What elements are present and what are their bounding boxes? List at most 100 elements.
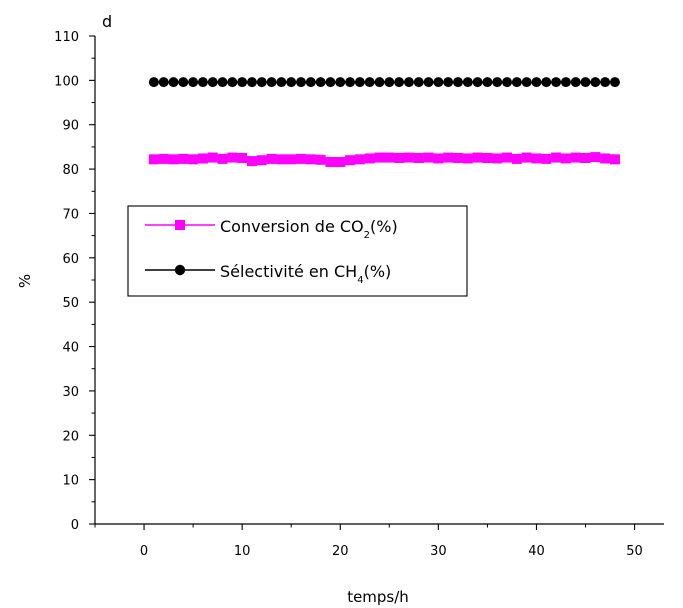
panel-label: d bbox=[102, 12, 112, 31]
data-point bbox=[266, 153, 277, 164]
data-point bbox=[541, 77, 552, 88]
y-axis-title: % bbox=[16, 274, 34, 288]
series-1 bbox=[148, 77, 620, 88]
y-tick-label: 100 bbox=[54, 74, 79, 89]
data-point bbox=[482, 77, 493, 88]
data-point bbox=[286, 77, 297, 88]
data-point bbox=[492, 77, 503, 88]
data-point bbox=[403, 77, 414, 88]
data-point bbox=[580, 153, 591, 163]
data-point bbox=[600, 153, 611, 164]
data-point bbox=[217, 153, 228, 164]
data-point bbox=[227, 152, 238, 163]
data-point bbox=[560, 153, 571, 164]
data-point bbox=[364, 153, 375, 164]
data-point bbox=[502, 152, 513, 163]
data-point bbox=[531, 153, 542, 164]
data-point bbox=[551, 152, 562, 163]
y-tick-label: 50 bbox=[62, 296, 79, 311]
data-point bbox=[227, 77, 238, 88]
x-axis: 0 10 20 30 40 50 bbox=[94, 523, 664, 559]
data-point bbox=[354, 77, 365, 88]
data-point bbox=[394, 153, 405, 163]
data-point bbox=[266, 77, 277, 88]
data-point bbox=[570, 152, 581, 163]
data-point bbox=[325, 156, 336, 167]
data-point bbox=[305, 154, 316, 165]
data-point bbox=[570, 77, 581, 88]
y-axis: 0 10 20 30 40 50 60 70 80 90 100 110 bbox=[54, 30, 96, 533]
data-point bbox=[246, 77, 257, 88]
legend-marker-conversion bbox=[175, 220, 185, 230]
data-point bbox=[394, 77, 405, 88]
legend-label-selectivite-suffix: (%) bbox=[364, 262, 392, 281]
data-point bbox=[364, 77, 375, 88]
data-point bbox=[600, 77, 611, 88]
data-point bbox=[580, 77, 591, 88]
data-point bbox=[443, 77, 454, 88]
y-tick-label: 70 bbox=[62, 207, 79, 222]
legend-label-conversion-sub: 2 bbox=[364, 230, 370, 241]
data-point bbox=[511, 153, 522, 164]
data-point bbox=[217, 77, 228, 88]
y-tick-label: 90 bbox=[62, 119, 79, 134]
data-point bbox=[207, 152, 218, 163]
data-point bbox=[374, 152, 385, 163]
data-point bbox=[188, 154, 199, 165]
legend-marker-selectivite bbox=[174, 264, 186, 276]
data-point bbox=[462, 77, 473, 88]
legend-label-selectivite: Sélectivité en CH4(%) bbox=[220, 262, 391, 286]
data-point bbox=[541, 153, 552, 164]
data-point bbox=[433, 153, 444, 164]
x-tick-label: 40 bbox=[528, 544, 545, 559]
data-point bbox=[168, 154, 179, 165]
data-point bbox=[148, 77, 159, 88]
data-point bbox=[521, 77, 532, 88]
data-point bbox=[492, 153, 503, 164]
data-point bbox=[296, 153, 307, 164]
data-point bbox=[325, 77, 336, 88]
data-point bbox=[384, 77, 395, 88]
y-tick-label: 20 bbox=[62, 429, 79, 444]
x-tick-label: 50 bbox=[626, 544, 643, 559]
data-point bbox=[590, 77, 601, 88]
y-tick-label: 30 bbox=[62, 385, 79, 400]
data-point bbox=[237, 77, 248, 88]
data-point bbox=[354, 154, 365, 165]
data-point bbox=[511, 77, 522, 88]
data-point bbox=[452, 153, 463, 163]
data-point bbox=[315, 77, 326, 88]
data-point bbox=[472, 152, 483, 163]
data-point bbox=[296, 77, 307, 88]
data-point bbox=[403, 152, 414, 163]
data-point bbox=[423, 77, 434, 88]
y-tick-label: 40 bbox=[62, 341, 79, 356]
x-axis-title: temps/h bbox=[347, 588, 409, 606]
data-point bbox=[502, 77, 513, 88]
data-point bbox=[256, 77, 267, 88]
data-point bbox=[335, 156, 346, 167]
data-point bbox=[178, 153, 189, 164]
data-point bbox=[246, 156, 257, 167]
data-point bbox=[462, 153, 473, 164]
data-point bbox=[452, 77, 463, 88]
data-point bbox=[188, 77, 199, 88]
data-point bbox=[237, 153, 248, 163]
data-point bbox=[335, 77, 346, 88]
data-point bbox=[531, 77, 542, 88]
legend-label-selectivite-sub: 4 bbox=[357, 275, 363, 286]
plot-marks bbox=[148, 77, 620, 167]
data-point bbox=[413, 153, 424, 163]
data-point bbox=[168, 77, 179, 88]
data-point bbox=[443, 152, 454, 163]
data-point bbox=[384, 152, 395, 163]
data-point bbox=[345, 77, 356, 88]
data-point bbox=[207, 77, 218, 88]
data-point bbox=[482, 153, 493, 163]
legend-label-selectivite-main: Sélectivité en CH bbox=[220, 262, 357, 281]
x-tick-label: 0 bbox=[140, 544, 148, 559]
data-point bbox=[286, 154, 297, 165]
data-point bbox=[197, 153, 208, 164]
data-point bbox=[178, 77, 189, 88]
